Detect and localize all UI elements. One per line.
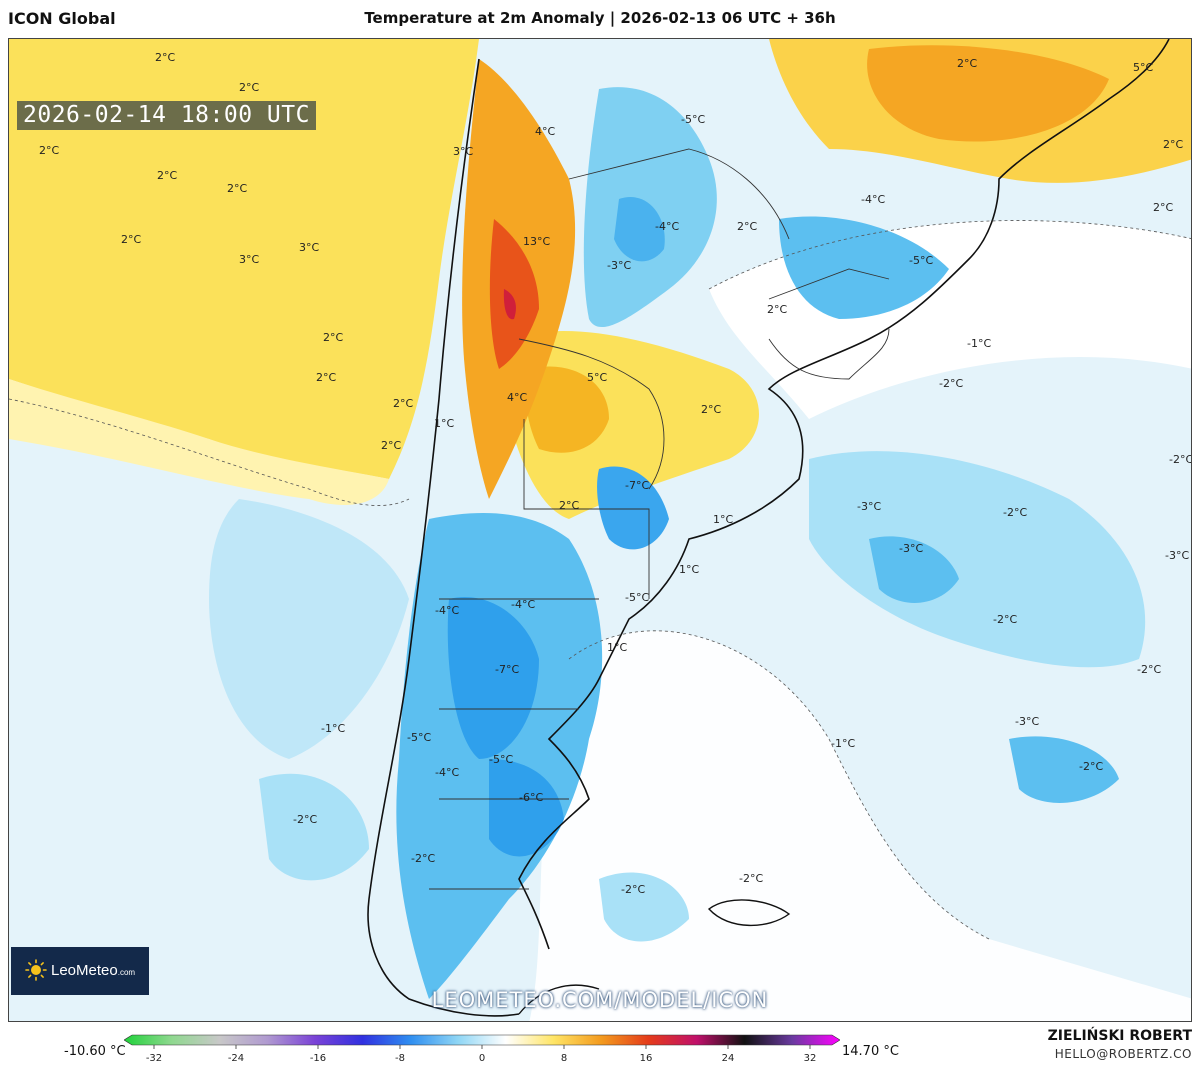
contour-label: -2°C xyxy=(1137,663,1161,676)
contour-label: -5°C xyxy=(407,731,431,744)
contour-label: 2°C xyxy=(737,220,757,233)
contour-label: 4°C xyxy=(535,125,555,138)
contour-label: 1°C xyxy=(434,417,454,430)
colorbar-tick-label: 8 xyxy=(561,1053,567,1064)
contour-label: 4°C xyxy=(507,391,527,404)
contour-label: 1°C xyxy=(607,641,627,654)
contour-label: -2°C xyxy=(621,883,645,896)
contour-label: -2°C xyxy=(1169,453,1192,466)
logo-text: LeoMeteo.com xyxy=(51,962,136,979)
contour-label: -2°C xyxy=(739,872,763,885)
contour-label: 2°C xyxy=(121,233,141,246)
colorbar-tick-label: -24 xyxy=(228,1053,244,1064)
colorbar-tick-label: 24 xyxy=(722,1053,735,1064)
watermark-url: LEOMETEO.COM/MODEL/ICON xyxy=(431,988,769,1012)
contour-label: 2°C xyxy=(1153,201,1173,214)
colorbar-tick-label: -32 xyxy=(146,1053,162,1064)
sun-icon xyxy=(25,959,47,981)
contour-label: 2°C xyxy=(227,182,247,195)
colorbar-tick-label: 16 xyxy=(640,1053,653,1064)
contour-label: 2°C xyxy=(767,303,787,316)
author-email[interactable]: HELLO@ROBERTZ.CO xyxy=(1054,1047,1192,1061)
contour-label: -2°C xyxy=(1003,506,1027,519)
contour-label: -1°C xyxy=(321,722,345,735)
contour-label: -2°C xyxy=(411,852,435,865)
contour-label: 2°C xyxy=(393,397,413,410)
contour-label: -2°C xyxy=(1079,760,1103,773)
contour-label: 2°C xyxy=(155,51,175,64)
map-title: Temperature at 2m Anomaly | 2026-02-13 0… xyxy=(364,9,836,27)
contour-label: 1°C xyxy=(713,513,733,526)
contour-label: -5°C xyxy=(625,591,649,604)
colorbar-tick-label: 0 xyxy=(479,1053,485,1064)
contour-label: 3°C xyxy=(453,145,473,158)
contour-label: 3°C xyxy=(239,253,259,266)
contour-label: 1°C xyxy=(679,563,699,576)
model-name: ICON Global xyxy=(8,9,116,28)
contour-label: -5°C xyxy=(489,753,513,766)
valid-time-badge: 2026-02-14 18:00 UTC xyxy=(17,101,316,130)
contour-label: 2°C xyxy=(316,371,336,384)
anomaly-map: 2°C 2°C 2°C 2°C 2°C 2°C 3°C 3°C 3°C 2°C 2°C 2°C 2°C 1… xyxy=(8,38,1192,1022)
contour-label: 5°C xyxy=(587,371,607,384)
contour-label: -2°C xyxy=(293,813,317,826)
contour-label: 2°C xyxy=(39,144,59,157)
contour-label: -7°C xyxy=(625,479,649,492)
contour-label: 2°C xyxy=(957,57,977,70)
contour-label: 2°C xyxy=(381,439,401,452)
contour-label: 13°C xyxy=(523,235,550,248)
contour-label: 2°C xyxy=(157,169,177,182)
contour-label: -6°C xyxy=(519,791,543,804)
contour-label: -3°C xyxy=(899,542,923,555)
contour-label: 5°C xyxy=(1133,61,1153,74)
contour-label: -1°C xyxy=(967,337,991,350)
contour-label: 3°C xyxy=(299,241,319,254)
contour-label: 2°C xyxy=(1163,138,1183,151)
colorbar-tick-label: 32 xyxy=(804,1053,817,1064)
contour-label: 2°C xyxy=(559,499,579,512)
contour-label: -3°C xyxy=(1015,715,1039,728)
contour-label: -1°C xyxy=(831,737,855,750)
contour-label: 2°C xyxy=(239,81,259,94)
contour-label: -3°C xyxy=(857,500,881,513)
contour-label: -2°C xyxy=(939,377,963,390)
contour-label: -3°C xyxy=(607,259,631,272)
contour-label: -5°C xyxy=(681,113,705,126)
contour-label: -4°C xyxy=(655,220,679,233)
colorbar-max-label: 14.70 °C xyxy=(842,1044,899,1059)
map-canvas: 2°C 2°C 2°C 2°C 2°C 2°C 3°C 3°C 3°C 2°C 2°C 2°C 2°C 1… xyxy=(9,39,1192,1021)
leometeo-logo[interactable]: LeoMeteo.com xyxy=(11,947,149,995)
contour-label: -3°C xyxy=(1165,549,1189,562)
contour-label: -4°C xyxy=(511,598,535,611)
contour-label: -2°C xyxy=(993,613,1017,626)
contour-label: -4°C xyxy=(435,766,459,779)
author-name: ZIELIŃSKI ROBERT xyxy=(1047,1028,1192,1044)
contour-label: 2°C xyxy=(323,331,343,344)
contour-label: -5°C xyxy=(909,254,933,267)
colorbar-tick-label: -16 xyxy=(310,1053,326,1064)
colorbar-min-label: -10.60 °C xyxy=(64,1044,126,1059)
contour-labels: 2°C 2°C 2°C 2°C 2°C 2°C 3°C 3°C 3°C 2°C 2°C 2°C 2°C 1… xyxy=(39,51,1192,896)
contour-label: -7°C xyxy=(495,663,519,676)
contour-label: 2°C xyxy=(701,403,721,416)
contour-label: -4°C xyxy=(861,193,885,206)
colorbar-tick-label: -8 xyxy=(395,1053,405,1064)
colorbar: -32 -24 -16 -8 0 8 16 24 32 xyxy=(124,1034,840,1064)
contour-label: -4°C xyxy=(435,604,459,617)
